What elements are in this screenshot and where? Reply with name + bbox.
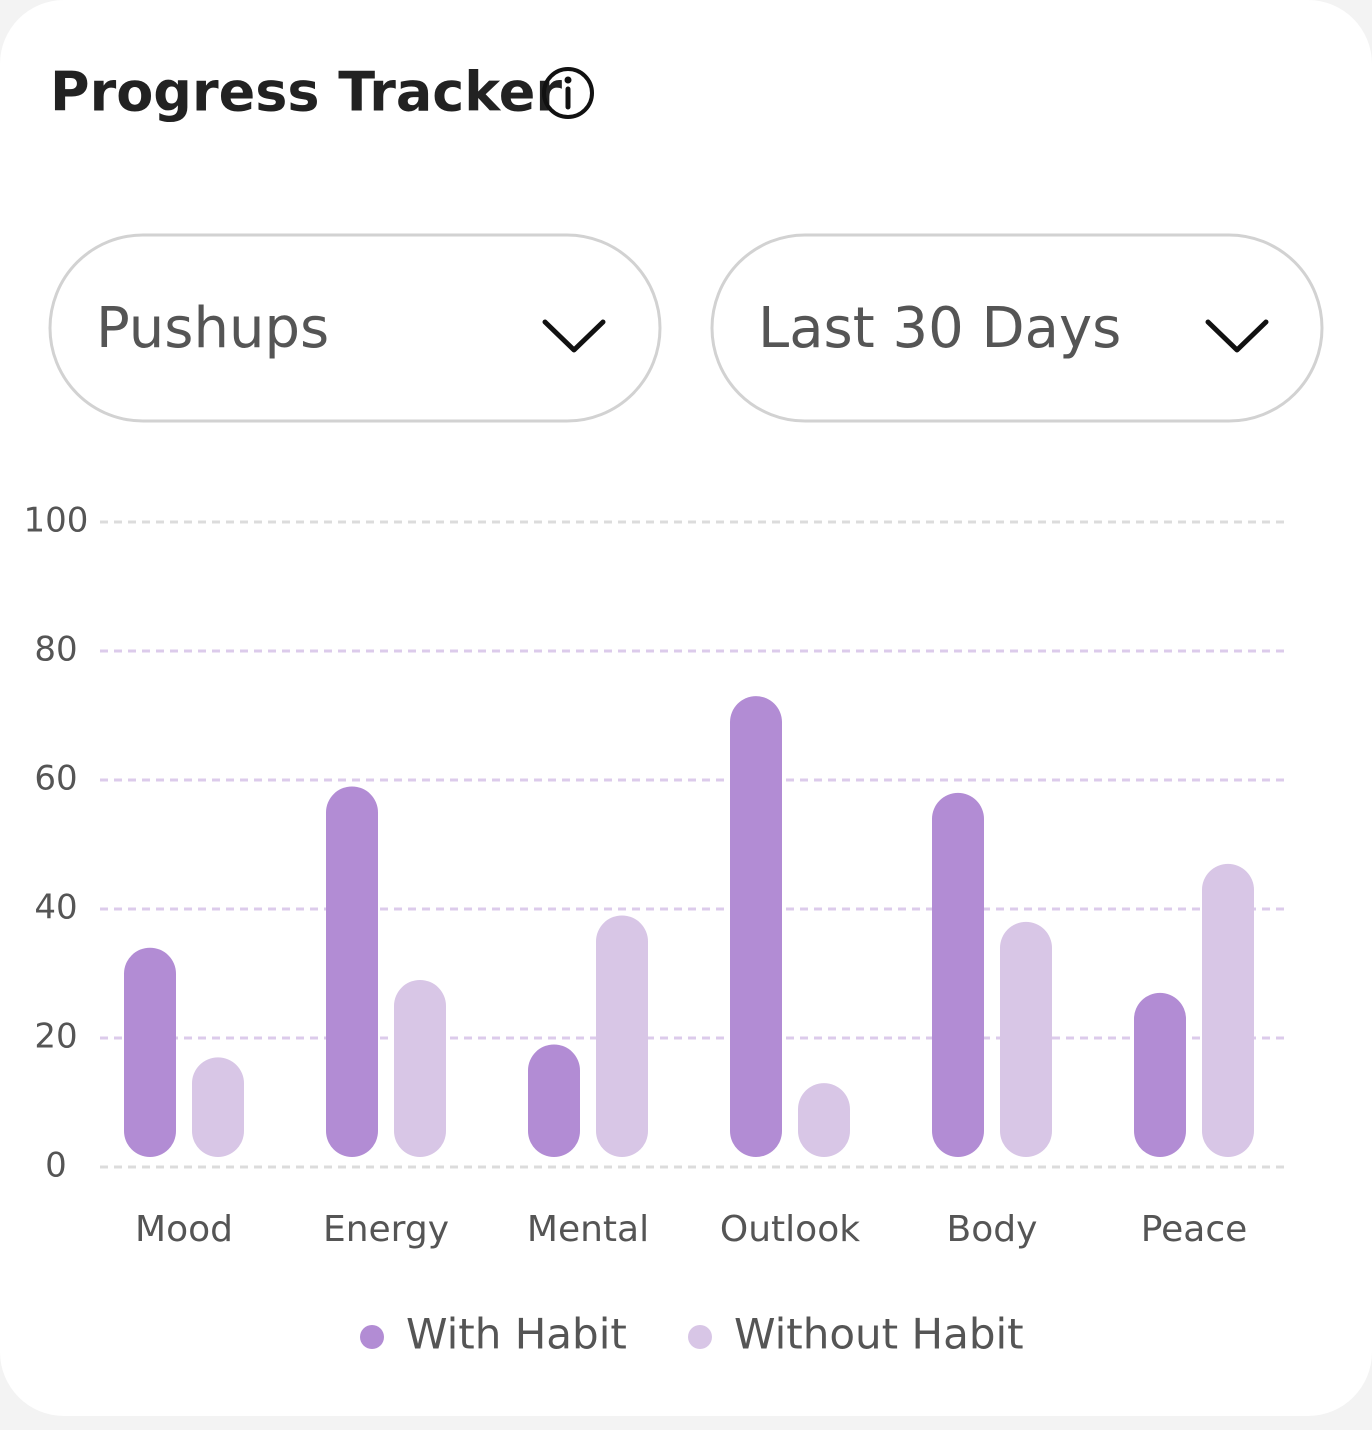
dropdown-value: Last 30 Days [758, 296, 1121, 361]
legend-item[interactable]: With Habit [360, 1310, 627, 1359]
legend-label: With Habit [406, 1310, 627, 1359]
legend-item[interactable]: Without Habit [688, 1310, 1024, 1359]
habit-dropdown[interactable]: Pushups [48, 233, 662, 423]
legend-swatch [688, 1325, 712, 1349]
chart: 0 20 40 60 80 100 Mood Energy Mental Outlook Body P… [24, 501, 1288, 1359]
x-tick-label: Energy [323, 1209, 449, 1250]
bar [730, 696, 782, 1157]
bar [192, 1057, 244, 1157]
x-tick-label: Mental [527, 1209, 649, 1250]
bar [124, 947, 176, 1157]
bar [1000, 921, 1052, 1157]
x-tick-label: Mood [135, 1209, 233, 1250]
legend-label: Without Habit [734, 1310, 1024, 1359]
card-title: Progress Tracker [50, 61, 562, 124]
y-tick-label: 20 [34, 1017, 77, 1057]
legend-swatch [360, 1325, 384, 1349]
bar [528, 1044, 580, 1157]
info-icon[interactable] [542, 67, 594, 119]
y-tick-label: 100 [24, 501, 89, 541]
bar [596, 915, 648, 1157]
y-tick-label: 80 [34, 630, 77, 670]
bar [326, 786, 378, 1157]
bar [394, 979, 446, 1157]
x-tick-label: Peace [1141, 1209, 1248, 1250]
bar [1134, 992, 1186, 1157]
bar [932, 792, 984, 1157]
y-tick-label: 60 [34, 759, 77, 799]
bar [798, 1083, 850, 1157]
y-tick-label: 40 [34, 888, 77, 928]
y-tick-label: 0 [45, 1146, 67, 1186]
bar [1202, 863, 1254, 1157]
period-dropdown[interactable]: Last 30 Days [710, 233, 1324, 423]
x-tick-label: Body [947, 1209, 1038, 1250]
x-tick-label: Outlook [720, 1209, 860, 1250]
dropdown-value: Pushups [96, 296, 329, 361]
